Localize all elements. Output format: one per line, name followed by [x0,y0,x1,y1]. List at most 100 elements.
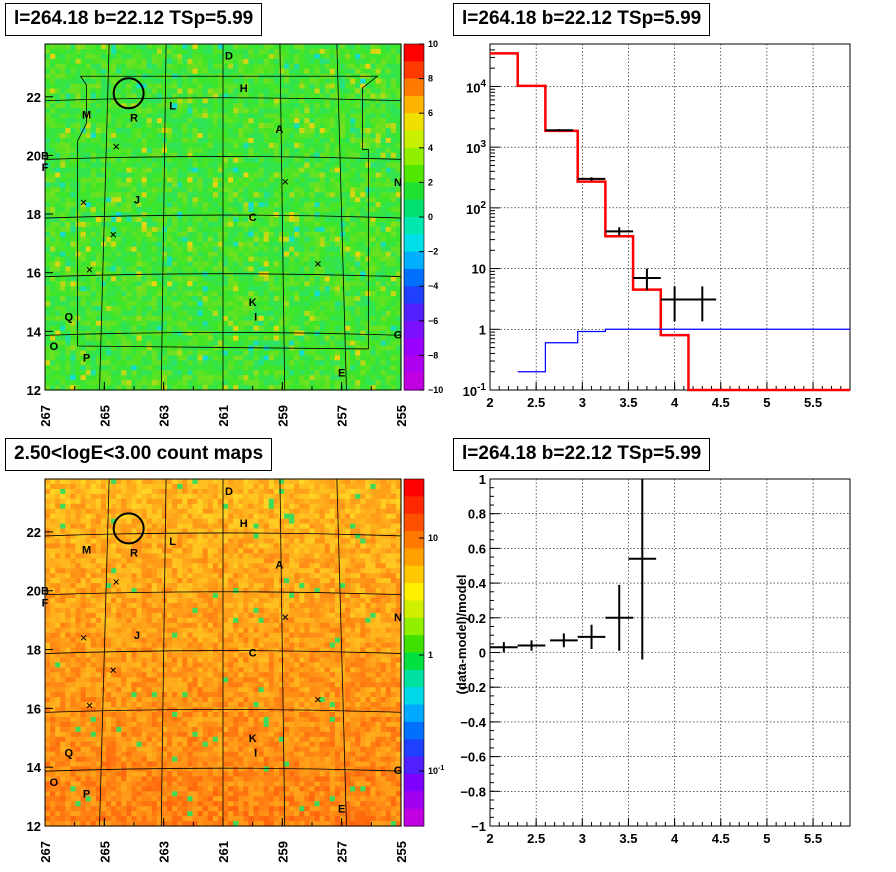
residual-sky-map-ytick-label: 12 [27,383,41,398]
residual-sky-map-source-cross [80,199,87,206]
residual-sky-map-source-cross [282,178,289,185]
residual-sky-map-source-label-k: K [249,297,257,309]
residual-sky-map-colorbar-label: 4 [428,143,433,153]
residual-sky-map-xtick-label: 263 [157,405,172,427]
count-map-source-label-h: H [240,518,248,530]
data-point [545,129,574,132]
count-map-map [45,479,402,827]
residual-sky-map-ytick-label: 20 [27,148,41,163]
count-map-source-cross [86,702,93,709]
residual-sky-map-source-label-o: O [50,341,59,353]
residual-sky-map-source-label-m: M [82,109,91,121]
count-map-source-cross [80,634,87,641]
count-map-source-label-b: B [41,586,49,598]
residual-sky-map-colorbar-label: 10 [428,39,438,49]
residual-sky-map-source-cross [315,261,321,267]
spectrum-ytick-label: 1 [479,322,486,337]
residual-point [628,479,657,660]
data-point [633,268,661,291]
residual-sky-map-ytick-label: 22 [27,90,41,105]
count-map-source-label-k: K [249,733,257,745]
count-map-source-label-g: G [394,765,403,777]
residual-ytick-label: 0.4 [468,576,487,591]
residual-sky-map-source-label-f: F [42,162,49,174]
residual-sky-map-source-cross [110,231,117,238]
residual-sky-map-grid-lines [44,43,402,391]
residual-sky-map-colorbar-label: −4 [428,281,438,291]
residual-ytick-label: −0.2 [460,680,486,695]
count-map-source-label-l: L [169,536,176,548]
count-map-source-label-m: M [82,545,91,557]
residual-sky-map-source-label-g: G [394,329,403,341]
residual-xtick-label: 2.5 [527,831,545,846]
spectrum-xtick-label: 5 [763,395,770,410]
count-map-xtick-label: 265 [97,841,112,863]
residual-sky-map-source-cross [113,143,120,150]
spectrum-xtick-label: 4 [671,395,679,410]
residual-xtick-label: 5.5 [804,831,822,846]
residual-sky-map-source-label-q: Q [64,312,73,324]
spectrum-xtick-label: 2.5 [527,395,545,410]
residual-sky-map-source-label-h: H [240,83,248,95]
count-map-source-label-q: Q [64,747,73,759]
residual-ytick-label: 0.8 [468,507,486,522]
spectrum-xtick-label: 5.5 [804,395,822,410]
residual-sky-map-source-label-r: R [130,112,138,124]
residual-sky-map-map [45,44,402,391]
residual-sky-map-source-label-e: E [338,367,345,379]
residual-sky-map-xtick-label: 261 [216,405,231,427]
residual-grid [489,479,850,826]
count-map-source-cross [110,667,117,673]
count-map-source-cross [282,614,289,621]
sky-map-title: l=264.18 b=22.12 TSp=5.99 [5,3,263,36]
residual-sky-map-source-label-a: A [275,124,283,136]
count-map-xtick-label: 255 [394,841,409,863]
residual-sky-map-source-label-j: J [134,194,140,206]
residual-ytick-label: 0.2 [468,611,486,626]
residual-plot [489,478,851,827]
residual-sky-map-ytick-label: 14 [27,324,42,339]
residual-xtick-label: 3.5 [619,831,637,846]
residual-sky-map-xtick-label: 259 [275,405,290,427]
residual-xtick-label: 2 [486,831,493,846]
residual-plot-title: l=264.18 b=22.12 TSp=5.99 [453,438,711,471]
spectrum-ytick-label: 104 [466,78,486,95]
residual-sky-map-source-label-b: B [41,150,49,162]
residual-ytick-label: −1 [471,819,486,834]
residual-point [605,584,634,651]
residual-ytick-label: −0.6 [460,750,486,765]
count-map-xtick-label: 259 [275,841,290,863]
residual-sky-map-xtick-label: 267 [38,405,53,427]
data-point [660,286,689,322]
count-map-source-label-e: E [338,803,345,815]
residual-sky-map-roi-outline [77,75,379,350]
count-map-source-label-a: A [275,559,283,571]
model-total-line [490,52,850,392]
spectrum-xtick-label: 4.5 [712,395,730,410]
spectrum-frame [489,43,851,391]
residual-ytick-label: 1 [479,472,486,487]
count-map-ytick-label: 12 [27,819,41,834]
residual-sky-map-colorbar-label: −6 [428,316,438,326]
spectrum-xtick-label: 2 [486,395,493,410]
residual-xtick-label: 4.5 [712,831,730,846]
count-map-colorbar-label: 10-1 [428,765,444,776]
residual-ytick-label: 0 [479,646,486,661]
count-map-source-label-p: P [83,789,90,801]
count-map-source-label-d: D [225,486,233,498]
count-map-ytick-label: 16 [27,701,41,716]
count-map-xtick-label: 263 [157,841,172,863]
residual-sky-map-source-label-l: L [169,101,176,113]
spectrum-ytick-label: 10-1 [463,382,487,399]
count-map-grid-lines [44,478,402,827]
residual-sky-map-source-label-i: I [254,312,257,324]
residual-sky-map-xtick-label: 255 [394,405,409,427]
count-map-colorbar-label: 1 [428,650,433,660]
count-map-source-label-c: C [249,648,257,660]
spectrum-title: l=264.18 b=22.12 TSp=5.99 [453,3,711,36]
spectrum-grid [489,44,850,391]
count-map-target-circle [112,512,145,545]
residual-point [550,633,578,648]
residual-sky-map-colorbar-label: 8 [428,74,433,84]
